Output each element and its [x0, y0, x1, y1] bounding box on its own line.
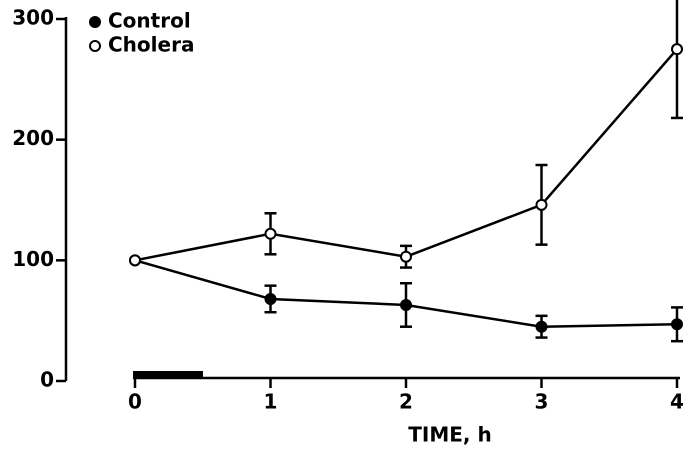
data-point	[264, 227, 277, 240]
data-point	[535, 198, 548, 211]
data-point	[535, 320, 548, 333]
data-point	[264, 292, 277, 305]
data-point	[129, 254, 141, 267]
x-tick-label: 4	[670, 390, 683, 414]
y-tick-label: 300	[12, 6, 54, 30]
x-tick-label: 3	[535, 390, 549, 414]
x-tick-label: 2	[399, 390, 413, 414]
legend-marker	[89, 16, 101, 28]
data-point	[400, 298, 412, 311]
x-axis-label: TIME, h	[408, 423, 491, 447]
legend-label: Control	[108, 9, 191, 33]
treatment-bar	[133, 371, 203, 379]
legend-marker	[89, 40, 101, 52]
data-point	[671, 43, 683, 56]
y-tick-label: 200	[12, 126, 54, 150]
x-tick-label: 1	[264, 390, 278, 414]
legend-label: Cholera	[108, 33, 194, 57]
data-point	[671, 318, 683, 331]
y-tick-label: 100	[12, 247, 54, 271]
error-bar	[671, 0, 683, 120]
series-line	[134, 48, 678, 262]
data-point	[400, 250, 412, 263]
y-tick-label: 0	[40, 368, 54, 392]
x-tick-label: 0	[128, 390, 142, 414]
